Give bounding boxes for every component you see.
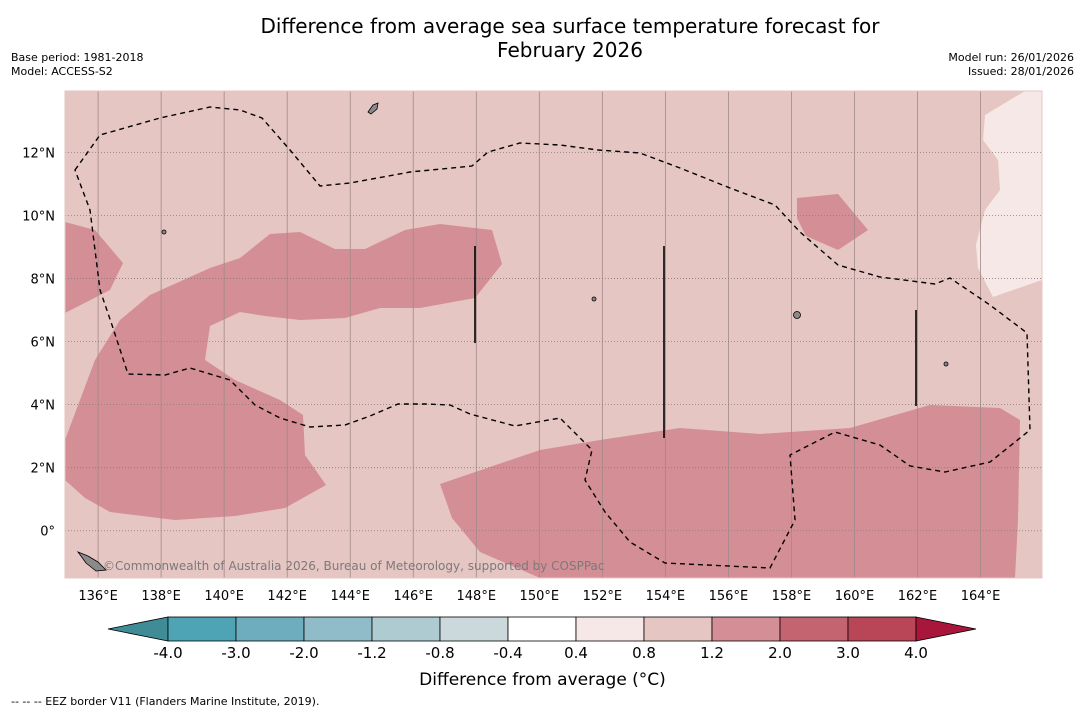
longitude-tick-label: 164°E bbox=[961, 589, 1001, 604]
colorbar-bin bbox=[643, 616, 713, 642]
longitude-tick-label: 154°E bbox=[646, 589, 686, 604]
model-name: Model: ACCESS-S2 bbox=[11, 65, 113, 78]
longitude-tick-label: 152°E bbox=[583, 589, 623, 604]
colorbar-low-extension bbox=[107, 616, 169, 642]
colorbar-bin bbox=[439, 616, 509, 642]
model-run: Model run: 26/01/2026 bbox=[948, 51, 1074, 64]
colorbar-bin bbox=[303, 616, 373, 642]
longitude-tick-label: 156°E bbox=[709, 589, 749, 604]
colorbar-label: Difference from average (°C) bbox=[419, 670, 666, 690]
colorbar-bin bbox=[235, 616, 305, 642]
island-new-guinea-edge bbox=[76, 551, 107, 572]
longitude-tick-label: 144°E bbox=[330, 589, 370, 604]
longitude-tick-label: 142°E bbox=[267, 589, 307, 604]
latitude-tick-labels: 12°N 10°N 8°N 6°N 4°N 2°N 0° bbox=[22, 146, 55, 539]
colorbar-bin bbox=[711, 616, 781, 642]
title-line-1: Difference from average sea surface temp… bbox=[260, 14, 880, 38]
island-chuuk bbox=[591, 296, 597, 302]
map-panel: ©Commonwealth of Australia 2026, Bureau … bbox=[65, 91, 1042, 578]
latitude-tick-label: 10°N bbox=[22, 210, 55, 225]
graticule bbox=[65, 91, 1042, 578]
eez-borders bbox=[74, 106, 1031, 569]
warm-region-southeast bbox=[440, 405, 1020, 578]
run-info: Model run: 26/01/2026 Issued: 28/01/2026 bbox=[948, 51, 1074, 79]
longitude-tick-label: 160°E bbox=[835, 589, 875, 604]
colorbar-bin bbox=[575, 616, 645, 642]
longitude-tick-label: 136°E bbox=[78, 589, 118, 604]
longitude-tick-label: 146°E bbox=[393, 589, 433, 604]
model-info: Base period: 1981-2018 Model: ACCESS-S2 bbox=[11, 51, 143, 79]
longitude-tick-label: 162°E bbox=[898, 589, 938, 604]
warm-region-northeast bbox=[797, 194, 868, 250]
warm-region-central-band bbox=[65, 224, 502, 520]
title-line-2: February 2026 bbox=[497, 38, 643, 62]
colorbar-tick-label: 4.0 bbox=[904, 644, 928, 662]
longitude-tick-labels: 136°E 138°E 140°E 142°E 144°E 146°E 148°E 150°E… bbox=[78, 589, 1000, 604]
cool-anomaly-region bbox=[976, 91, 1042, 297]
island-markers bbox=[474, 246, 917, 438]
colorbar-bin bbox=[779, 616, 849, 642]
longitude-tick-label: 150°E bbox=[520, 589, 560, 604]
colorbar-tick-label: 0.4 bbox=[564, 644, 588, 662]
colorbar-tick-label: -1.2 bbox=[357, 644, 386, 662]
eez-border-fsm bbox=[74, 106, 1031, 569]
warm-anomaly-regions bbox=[65, 194, 1020, 578]
colorbar-tick-label: -4.0 bbox=[153, 644, 182, 662]
colorbar-tick-label: 0.8 bbox=[632, 644, 656, 662]
latitude-tick-label: 6°N bbox=[31, 336, 56, 351]
map-attribution: ©Commonwealth of Australia 2026, Bureau … bbox=[103, 559, 605, 573]
latitude-tick-label: 4°N bbox=[31, 399, 56, 414]
colorbar-tick-label: 1.2 bbox=[700, 644, 724, 662]
colorbar-tick-label: -0.8 bbox=[425, 644, 454, 662]
colorbar-bin bbox=[167, 616, 237, 642]
colorbar-tick-label: 3.0 bbox=[836, 644, 860, 662]
colorbar-tick-label: -2.0 bbox=[289, 644, 318, 662]
base-period: Base period: 1981-2018 bbox=[11, 51, 144, 64]
colorbar: -4.0 -3.0 -2.0 -1.2 -0.8 -0.4 0.4 0.8 1.2 2.0 3.0 4… bbox=[107, 616, 977, 662]
colorbar-tick-label: -3.0 bbox=[221, 644, 250, 662]
longitude-tick-label: 148°E bbox=[457, 589, 497, 604]
colorbar-high-extension bbox=[915, 616, 977, 642]
colorbar-tick-label: -0.4 bbox=[493, 644, 522, 662]
latitude-tick-label: 0° bbox=[40, 525, 55, 540]
islands bbox=[76, 102, 949, 572]
longitude-tick-label: 138°E bbox=[141, 589, 181, 604]
island-pohnpei bbox=[793, 311, 801, 319]
latitude-tick-label: 12°N bbox=[22, 146, 55, 161]
longitude-tick-label: 140°E bbox=[204, 589, 244, 604]
longitude-tick-label: 158°E bbox=[772, 589, 812, 604]
eez-legend-footnote: -- -- -- EEZ border V11 (Flanders Marine… bbox=[11, 695, 320, 708]
island-guam bbox=[367, 102, 379, 115]
colorbar-bin bbox=[507, 616, 577, 642]
island-kosrae bbox=[943, 361, 949, 367]
island-ulithi bbox=[161, 229, 167, 235]
latitude-tick-label: 2°N bbox=[31, 462, 56, 477]
warm-region-northwest bbox=[65, 222, 123, 313]
latitude-tick-label: 8°N bbox=[31, 273, 56, 288]
issued-date: Issued: 28/01/2026 bbox=[967, 65, 1074, 78]
map-title: Difference from average sea surface temp… bbox=[220, 14, 920, 62]
colorbar-bin bbox=[847, 616, 917, 642]
colorbar-bin bbox=[371, 616, 441, 642]
colorbar-tick-label: 2.0 bbox=[768, 644, 792, 662]
map-frame bbox=[64, 90, 1043, 579]
